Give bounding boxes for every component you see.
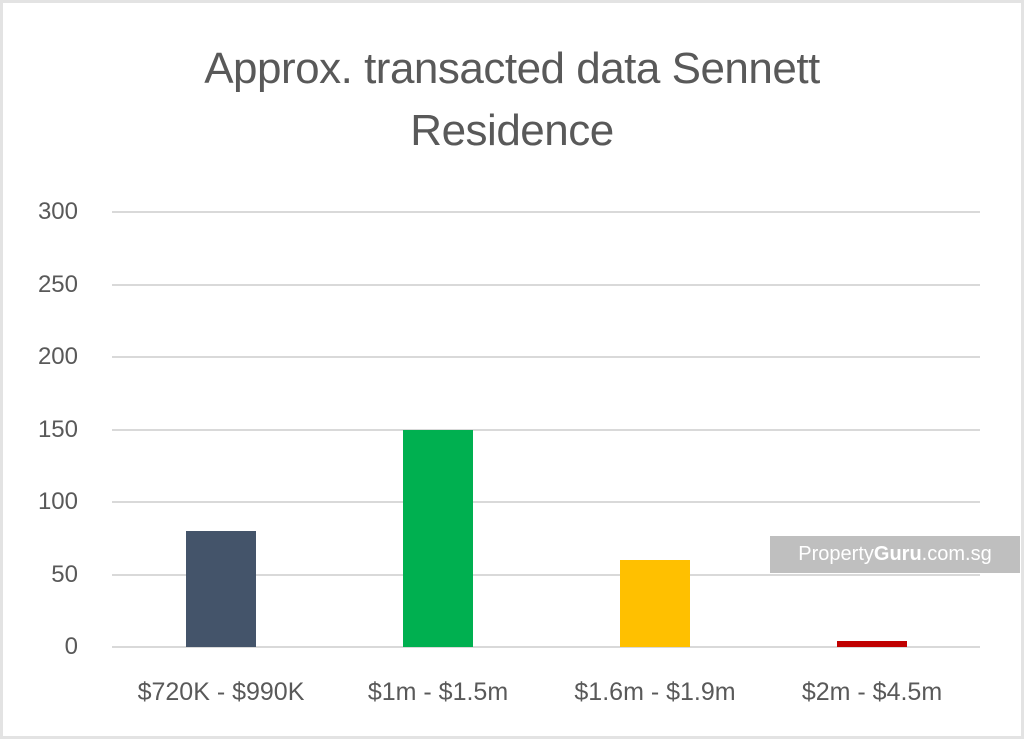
y-tick-label: 300 <box>37 198 78 225</box>
watermark-suffix: .com.sg <box>921 543 992 565</box>
gridline <box>112 211 980 213</box>
chart-title-line-1: Approx. transacted data Sennett <box>204 44 820 93</box>
y-tick-label: 100 <box>37 488 78 515</box>
bar <box>836 641 907 647</box>
gridline <box>112 283 980 286</box>
bar <box>402 429 473 647</box>
y-tick-label: 150 <box>37 415 78 443</box>
gridline <box>112 501 980 503</box>
y-tick-label: 250 <box>37 270 78 298</box>
x-tick-label: $2m - $4.5m <box>801 678 943 706</box>
gridline <box>112 428 980 431</box>
chart-title: Approx. transacted data Sennett Residenc… <box>0 38 1024 162</box>
watermark-bold: Guru <box>873 543 922 565</box>
gridline <box>112 356 980 358</box>
plot-area <box>112 211 980 648</box>
x-tick-label: $720K - $990K <box>137 678 305 706</box>
chart-title-line-2: Residence <box>410 106 614 155</box>
gridline <box>112 573 980 576</box>
y-tick-label: 200 <box>37 343 78 370</box>
bar <box>185 531 256 647</box>
propertyguru-watermark: PropertyGuru.com.sg <box>770 536 1020 573</box>
y-tick-label: 50 <box>51 560 78 588</box>
gridline <box>112 646 980 648</box>
x-tick-label: $1.6m - $1.9m <box>574 678 736 706</box>
bar <box>619 560 690 647</box>
y-tick-label: 0 <box>64 633 78 660</box>
x-tick-label: $1m - $1.5m <box>367 678 509 706</box>
watermark-prefix: Property <box>798 543 874 565</box>
